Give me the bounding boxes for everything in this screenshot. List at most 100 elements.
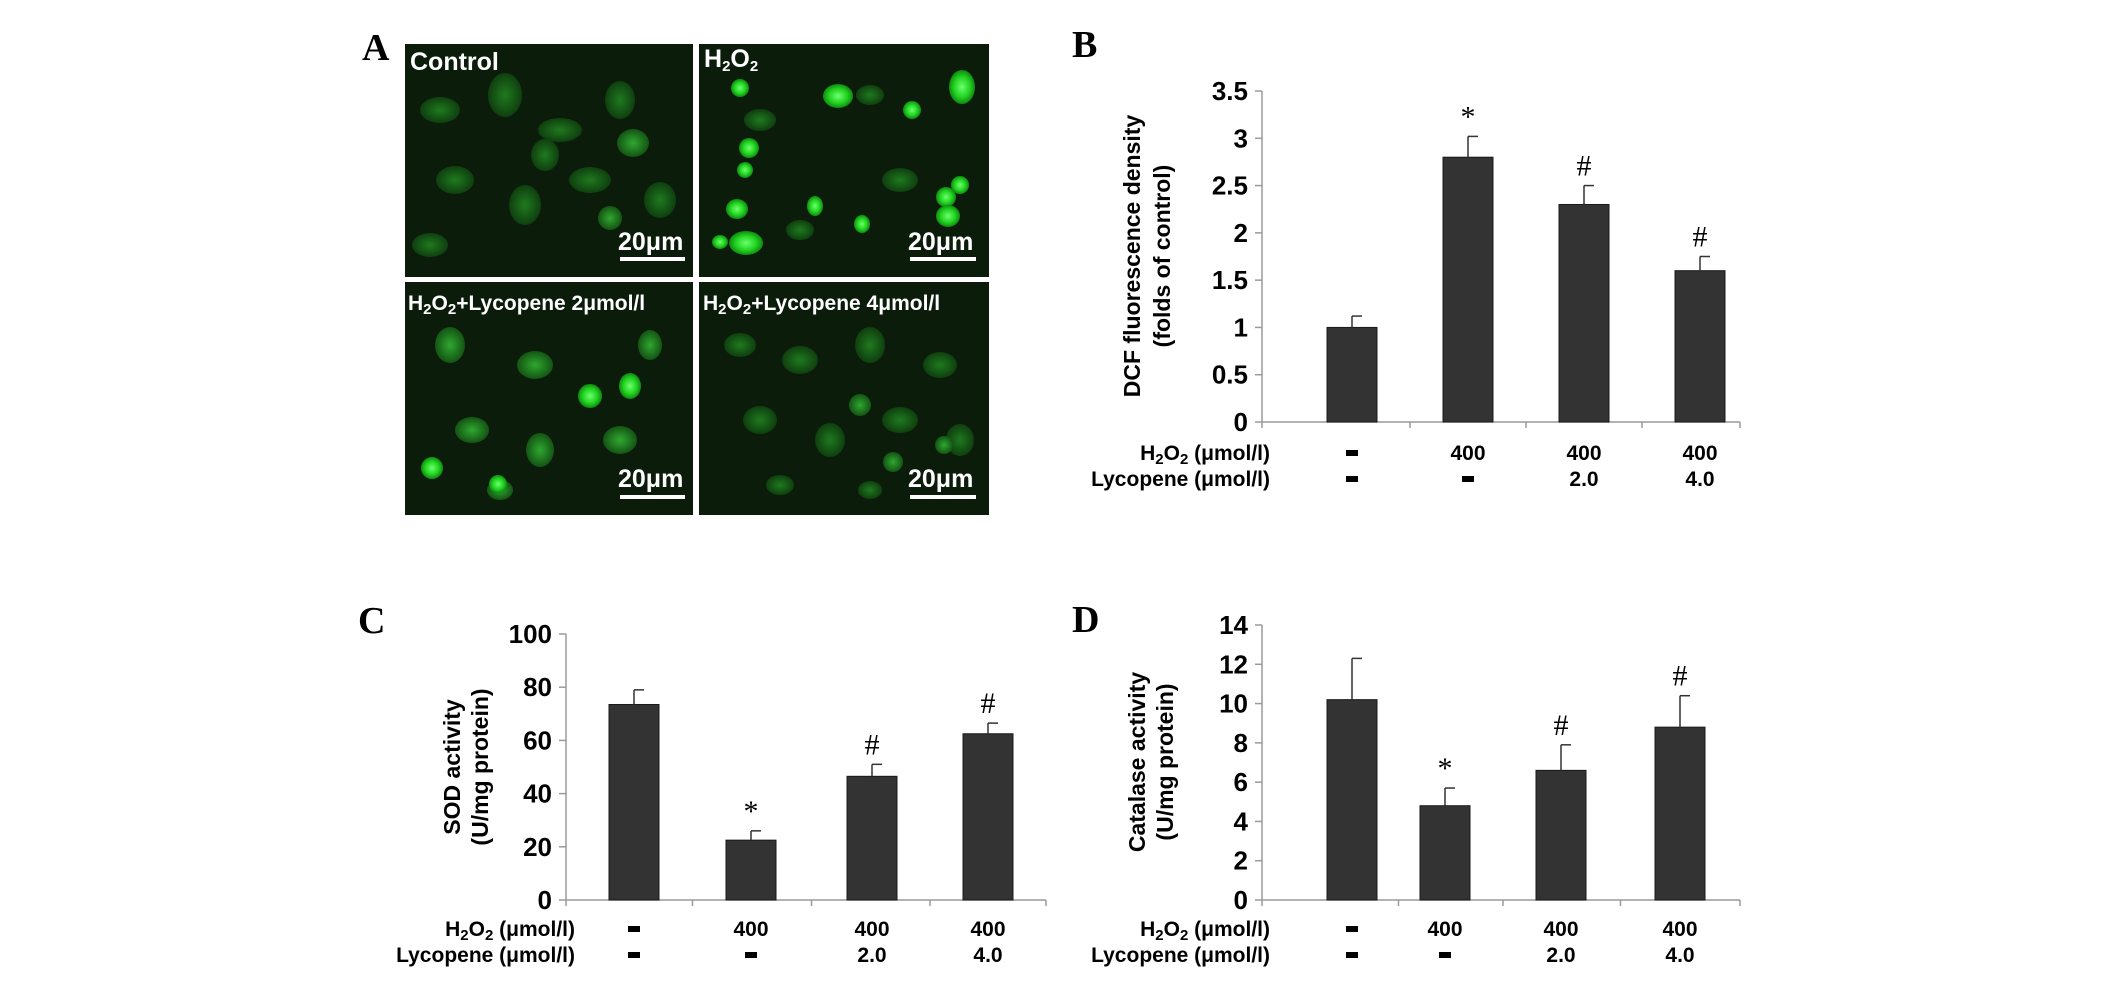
h2o2-value-dash [1346, 450, 1358, 456]
scale-bar [910, 257, 976, 261]
micrograph-label: H2O2 [704, 45, 758, 75]
lycopene-value: 2.0 [1546, 944, 1575, 967]
significance-marker: * [1438, 752, 1453, 785]
significance-marker: # [1554, 709, 1569, 742]
y-tick-label: 0 [1234, 407, 1248, 437]
lycopene-value-dash [1346, 476, 1358, 482]
y-tick-label: 0 [538, 885, 552, 915]
significance-marker: # [865, 728, 880, 761]
micrograph-label: Control [410, 48, 499, 76]
lycopene-value-dash [1462, 476, 1474, 482]
row-label-h2o2: H2O2 (μmol/l) [1140, 918, 1270, 944]
y-tick-label: 3 [1234, 123, 1248, 153]
lycopene-value: 4.0 [1665, 944, 1694, 967]
y-tick-label: 0.5 [1212, 360, 1248, 390]
lycopene-value: 4.0 [973, 944, 1002, 967]
scale-bar [620, 495, 685, 499]
y-tick-label: 60 [523, 725, 552, 755]
significance-marker: # [1693, 221, 1708, 254]
y-tick-label: 12 [1219, 649, 1248, 679]
y-tick-label: 20 [523, 832, 552, 862]
micrograph-label: H2O2+Lycopene 2μmol/l [408, 292, 645, 318]
micrograph-label: H2O2+Lycopene 4μmol/l [703, 292, 940, 318]
micrograph-lycopene-2: H2O2+Lycopene 2μmol/l 20μm [405, 282, 693, 515]
y-tick-label: 6 [1234, 767, 1248, 797]
y-axis-label: DCF fluorescence density (folds of contro… [1119, 115, 1175, 398]
y-tick-label: 2 [1234, 218, 1248, 248]
micrograph-control: Control 20μm [405, 44, 693, 277]
h2o2-value: 400 [1662, 918, 1697, 941]
significance-marker: # [1673, 660, 1688, 693]
y-tick-label: 8 [1234, 728, 1248, 758]
micrograph-lycopene-4: H2O2+Lycopene 4μmol/l 20μm [699, 282, 989, 515]
lycopene-value-dash [1346, 952, 1358, 958]
y-tick-label: 10 [1219, 689, 1248, 719]
bar [1654, 726, 1706, 901]
bar [1558, 203, 1610, 423]
significance-marker: # [1577, 150, 1592, 183]
scale-bar-label: 20μm [618, 228, 683, 256]
significance-marker: * [744, 795, 759, 828]
y-tick-label: 80 [523, 672, 552, 702]
bar [1535, 769, 1587, 901]
scale-bar [620, 257, 685, 261]
row-label-lycopene: Lycopene (μmol/l) [396, 944, 575, 967]
row-label-h2o2: H2O2 (μmol/l) [1140, 442, 1270, 468]
y-tick-label: 2 [1234, 846, 1248, 876]
h2o2-value: 400 [854, 918, 889, 941]
bar [1419, 805, 1471, 901]
y-tick-label: 1 [1234, 312, 1248, 342]
lycopene-value-dash [745, 952, 757, 958]
panel-label-a: A [362, 27, 390, 69]
chart-sod-activity: 0 20 40 60 80 100 SOD activity(U/mg protein) * #… [396, 619, 1047, 967]
y-tick-label: 4 [1234, 806, 1249, 836]
h2o2-value: 400 [1427, 918, 1462, 941]
significance-marker: * [1461, 100, 1476, 133]
y-tick-label: 100 [509, 619, 552, 649]
bar [962, 733, 1014, 901]
bar [1674, 270, 1726, 423]
bar [725, 839, 777, 901]
lycopene-value-dash [1439, 952, 1451, 958]
y-tick-label: 40 [523, 779, 552, 809]
bar [1442, 156, 1494, 423]
scale-bar-label: 20μm [908, 465, 973, 493]
y-tick-label: 3.5 [1212, 76, 1248, 106]
y-tick-label: 1.5 [1212, 265, 1248, 295]
lycopene-value: 4.0 [1685, 468, 1714, 491]
significance-marker: # [981, 687, 996, 720]
lycopene-value: 2.0 [857, 944, 886, 967]
h2o2-value: 400 [1566, 442, 1601, 465]
micrograph-h2o2: H2O2 20μm [699, 44, 989, 277]
y-tick-label: 0 [1234, 885, 1248, 915]
scale-bar-label: 20μm [618, 465, 683, 493]
bar [1326, 699, 1378, 901]
h2o2-value-dash [1346, 926, 1358, 932]
row-label-lycopene: Lycopene (μmol/l) [1091, 944, 1270, 967]
scale-bar [910, 495, 976, 499]
h2o2-value: 400 [1682, 442, 1717, 465]
h2o2-value: 400 [970, 918, 1005, 941]
scale-bar-label: 20μm [908, 228, 973, 256]
bar [608, 703, 660, 901]
row-label-lycopene: Lycopene (μmol/l) [1091, 468, 1270, 491]
y-axis-label: SOD activity(U/mg protein) [439, 688, 493, 845]
lycopene-value-dash [628, 952, 640, 958]
chart-catalase-activity: 0 2 4 6 8 10 12 14 Catalase activity(U/mg protei… [1091, 610, 1741, 967]
panel-label-b: B [1072, 24, 1097, 66]
lycopene-value: 2.0 [1569, 468, 1598, 491]
y-tick-label: 14 [1219, 610, 1248, 640]
panel-label-c: C [358, 600, 385, 642]
micrograph-panel: Control 20μm [405, 44, 989, 515]
bar [1326, 326, 1378, 423]
h2o2-value: 400 [1450, 442, 1485, 465]
chart-dcf-fluorescence: 0 0.5 1 1.5 2 2.5 3 3.5 DCF fluorescence density… [1091, 76, 1741, 491]
h2o2-value-dash [628, 926, 640, 932]
h2o2-value: 400 [733, 918, 768, 941]
y-axis-label: Catalase activity(U/mg protein) [1124, 672, 1178, 852]
panel-label-d: D [1072, 599, 1099, 641]
bar [846, 775, 898, 901]
y-tick-label: 2.5 [1212, 171, 1248, 201]
h2o2-value: 400 [1543, 918, 1578, 941]
